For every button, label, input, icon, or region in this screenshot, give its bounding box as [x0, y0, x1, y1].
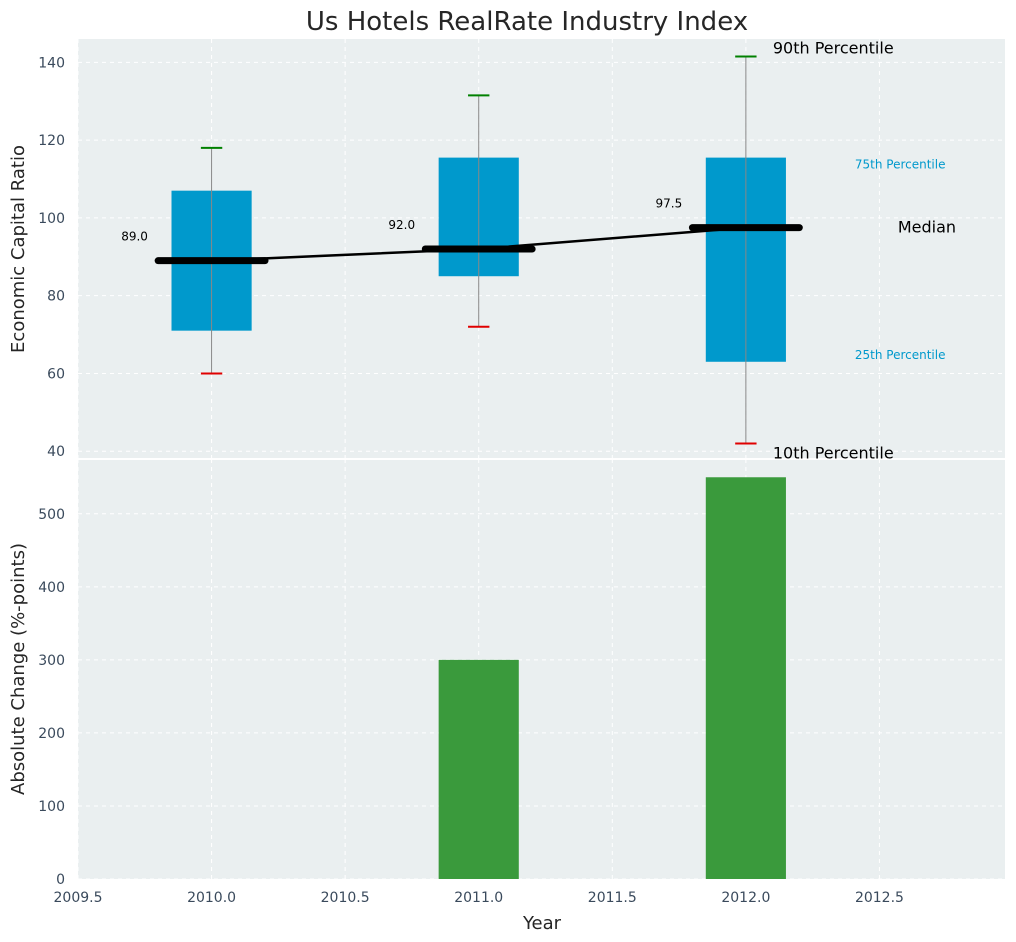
- bottom-y-tick-label: 400: [38, 580, 65, 596]
- p75-annotation: 75th Percentile: [855, 158, 946, 172]
- bottom-y-tick-label: 100: [38, 799, 65, 815]
- top-y-tick-label: 120: [38, 133, 65, 149]
- bottom-y-tick-label: 500: [38, 507, 65, 523]
- x-tick-label: 2010.0: [187, 890, 236, 906]
- chart-title: Us Hotels RealRate Industry Index: [306, 7, 748, 37]
- bottom-y-tick-label: 200: [38, 726, 65, 742]
- x-tick-label: 2011.0: [454, 890, 503, 906]
- p10-annotation: 10th Percentile: [773, 443, 894, 462]
- median-value-label: 92.0: [388, 218, 415, 232]
- top-y-tick-label: 40: [47, 444, 65, 460]
- p90-annotation: 90th Percentile: [773, 39, 894, 58]
- bottom-y-axis-label: Absolute Change (%-points): [8, 543, 29, 795]
- bottom-y-tick-label: 0: [56, 872, 65, 888]
- x-tick-label: 2012.5: [855, 890, 904, 906]
- median-value-label: 89.0: [121, 230, 148, 244]
- p25-annotation: 25th Percentile: [855, 348, 946, 362]
- median-trend-line: [211, 226, 746, 262]
- x-tick-label: 2012.0: [721, 890, 770, 906]
- top-y-tick-label: 80: [47, 289, 65, 305]
- median-annotation: Median: [898, 218, 956, 237]
- change-bar: [705, 477, 786, 879]
- x-tick-label: 2011.5: [588, 890, 637, 906]
- x-axis-label: Year: [522, 913, 562, 934]
- change-bar: [438, 659, 519, 879]
- top-y-tick-label: 100: [38, 211, 65, 227]
- top-y-tick-label: 140: [38, 55, 65, 71]
- top-y-axis-label: Economic Capital Ratio: [8, 145, 29, 353]
- x-tick-label: 2010.5: [321, 890, 370, 906]
- x-tick-label: 2009.5: [54, 890, 103, 906]
- median-value-label: 97.5: [656, 197, 683, 211]
- bottom-plot-area: [78, 459, 1005, 879]
- bottom-y-tick-label: 300: [38, 653, 65, 669]
- top-y-tick-label: 60: [47, 366, 65, 382]
